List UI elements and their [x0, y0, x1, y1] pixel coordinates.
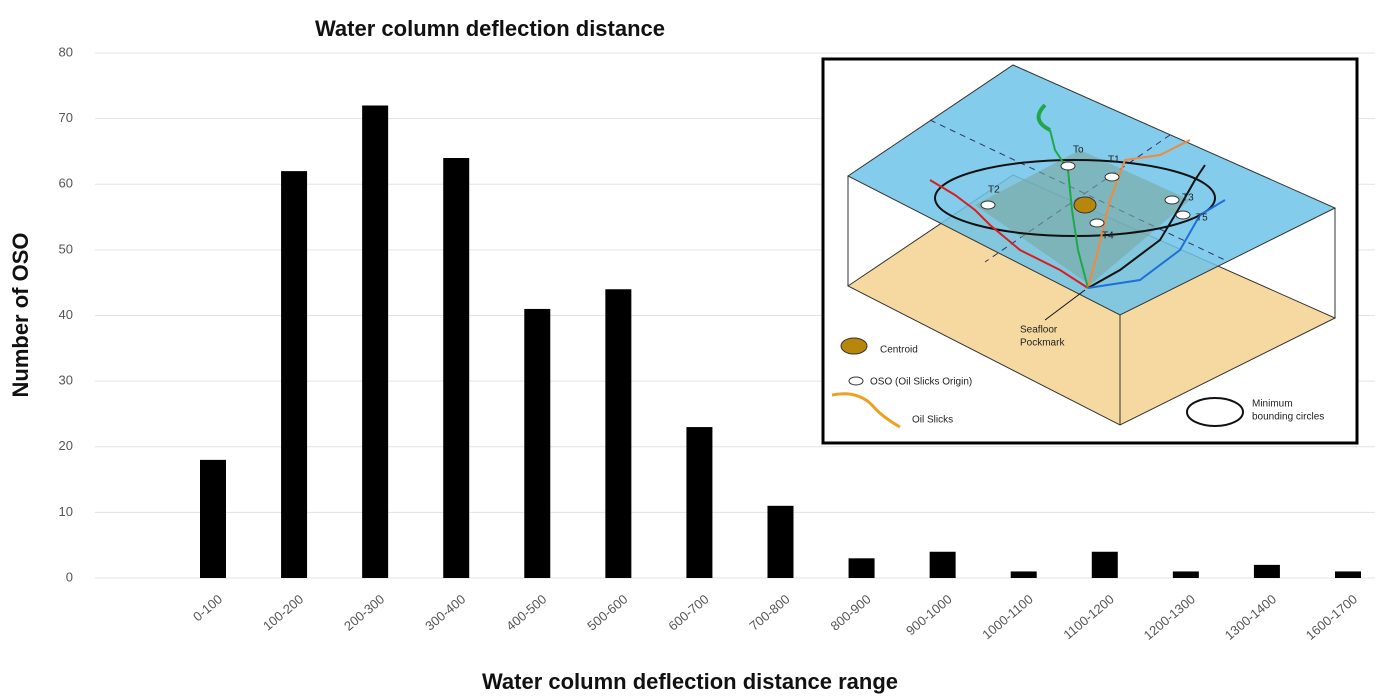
x-tick-label: 300-400	[422, 591, 468, 633]
time-label: T1	[1108, 155, 1120, 166]
bar	[1334, 571, 1361, 578]
bar	[848, 558, 875, 578]
y-tick-label: 30	[59, 373, 73, 388]
x-tick-label: 400-500	[503, 591, 549, 633]
time-label: To	[1073, 145, 1084, 156]
inset-diagram: To T1 T2 T3 T4 T5 Seafloor Pockmark Cent…	[821, 57, 1359, 445]
x-tick-label: 1600-1700	[1303, 591, 1360, 642]
x-tick-label: 700-800	[746, 591, 792, 633]
y-tick-label: 20	[59, 438, 73, 453]
bar	[1253, 564, 1280, 578]
y-tick-label: 70	[59, 110, 73, 125]
bar	[362, 105, 389, 578]
oso-point	[1104, 172, 1120, 182]
x-tick-label: 100-200	[260, 591, 306, 633]
bar	[686, 427, 713, 578]
legend-swatch	[840, 337, 868, 355]
y-tick-label: 50	[59, 241, 73, 256]
oso-point	[980, 200, 996, 210]
x-tick-label: 1300-1400	[1222, 591, 1279, 642]
bar	[1010, 571, 1037, 578]
legend-swatch	[831, 392, 901, 429]
water-column	[975, 150, 1190, 285]
oil-slick	[1036, 103, 1051, 132]
leader-line	[1044, 289, 1086, 321]
legend-label: OSO (Oil Slicks Origin)	[870, 377, 972, 388]
y-axis-title: Number of OSO	[8, 232, 33, 397]
x-tick-label: 1000-1100	[979, 591, 1036, 642]
time-label: T5	[1196, 213, 1208, 224]
legend-label: Centroid	[880, 345, 918, 356]
oil-slick	[929, 179, 1089, 289]
x-tick-label: 0-100	[190, 591, 225, 624]
pockmark-label: Seafloor	[1020, 325, 1058, 336]
x-tick-label: 200-300	[341, 591, 387, 633]
bar	[767, 505, 794, 578]
oil-slick	[1049, 129, 1089, 289]
chart-title: Water column deflection distance	[315, 16, 665, 41]
x-tick-label: 600-700	[665, 591, 711, 633]
bar	[1091, 551, 1118, 578]
y-tick-label: 10	[59, 504, 73, 519]
x-tick-label: 900-1000	[903, 591, 955, 638]
legend-swatch	[1186, 397, 1244, 427]
oil-slick	[1087, 199, 1226, 289]
time-label: T3	[1182, 193, 1194, 204]
time-label: T4	[1102, 231, 1114, 242]
oso-point	[1164, 195, 1180, 205]
bar	[1172, 571, 1199, 578]
x-tick-label: 800-900	[828, 591, 874, 633]
pockmark-label: Pockmark	[1020, 338, 1065, 349]
oil-slick	[1087, 164, 1206, 289]
y-tick-label: 0	[66, 569, 73, 584]
time-label: T2	[988, 185, 1000, 196]
x-tick-label: 500-600	[584, 591, 630, 633]
bar	[281, 171, 308, 578]
oso-point	[1175, 210, 1191, 220]
legend-label: bounding circles	[1252, 412, 1324, 423]
oso-point	[1089, 218, 1105, 228]
centroid	[1073, 196, 1097, 214]
oso-point	[1060, 161, 1076, 171]
legend-label: Oil Slicks	[912, 415, 953, 426]
bar	[200, 459, 226, 578]
x-tick-label: 1100-1200	[1060, 591, 1117, 642]
legend-label: Minimum	[1252, 399, 1293, 410]
x-axis-title: Water column deflection distance range	[482, 669, 898, 694]
bar	[929, 551, 956, 578]
x-tick-label: 1200-1300	[1141, 591, 1198, 642]
y-tick-label: 80	[59, 44, 73, 59]
bar	[524, 308, 551, 578]
y-tick-label: 40	[59, 307, 73, 322]
bar	[443, 158, 470, 578]
bar	[605, 289, 632, 578]
legend-swatch	[848, 376, 864, 386]
y-tick-label: 60	[59, 176, 73, 191]
